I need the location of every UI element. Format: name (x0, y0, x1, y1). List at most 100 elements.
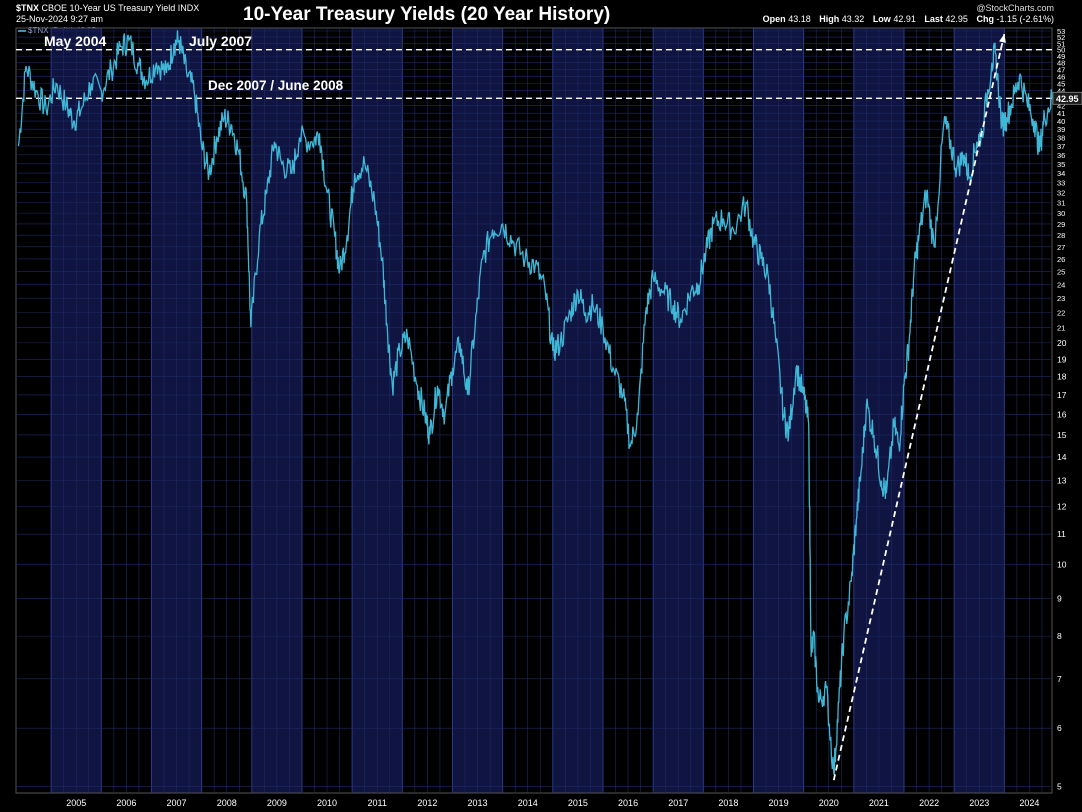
annotation-label: July 2007 (189, 33, 252, 49)
x-tick-label: 2012 (417, 798, 437, 808)
last-value-box (1052, 91, 1082, 105)
watermark: @StockCharts.com (976, 3, 1054, 13)
y-tick-label: 33 (1057, 179, 1065, 188)
last-value: 42.95 (945, 14, 968, 24)
x-tick-label: 2022 (919, 798, 939, 808)
y-tick-label: 20 (1057, 338, 1067, 348)
open-value: 43.18 (788, 14, 811, 24)
y-tick-label: 12 (1057, 501, 1067, 511)
y-tick-label: 7 (1057, 674, 1062, 684)
y-tick-label: 18 (1057, 372, 1067, 382)
y-axis: 5 6 7 8 9 10 11 12 13 14 15 16 17 18 19 20 21 22 23 24 25 26 2… (1057, 27, 1067, 792)
x-tick-label: 2015 (568, 798, 588, 808)
open-label: Open (762, 14, 786, 24)
symbol-description: CBOE 10-Year US Treasury Yield INDX (41, 3, 200, 13)
symbol-label: $TNX (16, 3, 40, 13)
y-tick-label: 37 (1057, 142, 1065, 151)
y-tick-label: 11 (1057, 529, 1066, 539)
trend-arrowhead (999, 34, 1006, 43)
x-tick-label: 2021 (869, 798, 889, 808)
annotation-label: May 2004 (44, 33, 106, 49)
annotation-label: Dec 2007 / June 2008 (208, 78, 344, 93)
y-tick-label: 53 (1057, 27, 1065, 36)
y-tick-label: 10 (1057, 560, 1067, 570)
y-tick-label: 35 (1057, 160, 1065, 169)
y-tick-label: 45 (1057, 79, 1065, 88)
high-label: High (819, 14, 840, 24)
y-tick-label: 30 (1057, 209, 1065, 218)
y-tick-label: 47 (1057, 65, 1065, 74)
y-tick-label: 34 (1057, 169, 1065, 178)
y-tick-label: 51 (1057, 39, 1065, 48)
x-tick-label: 2007 (167, 798, 187, 808)
last-value-label: 42.95 (1056, 94, 1079, 104)
yield-line (17, 30, 1053, 775)
y-tick-label: 38 (1057, 133, 1065, 142)
y-tick-label: 9 (1057, 593, 1062, 603)
y-tick-label: 31 (1057, 199, 1065, 208)
symbol-header: $TNX CBOE 10-Year US Treasury Yield INDX (16, 3, 199, 13)
trend-line-group (832, 33, 1006, 781)
x-tick-label: 2008 (217, 798, 237, 808)
y-tick-label: 28 (1057, 231, 1065, 240)
datetime-label: 25-Nov-2024 9:27 am (16, 14, 104, 24)
y-tick-label: 24 (1057, 281, 1065, 290)
y-tick-label: 46 (1057, 72, 1065, 81)
low-label: Low (872, 14, 891, 24)
y-tick-label: 40 (1057, 117, 1065, 126)
y-tick-label: 22 (1057, 308, 1065, 317)
price-stats: Open 43.18 High 43.32 Low 42.91 Last 42.… (757, 14, 1054, 24)
y-tick-label: 8 (1057, 631, 1062, 641)
y-tick-label: 26 (1057, 255, 1065, 264)
y-tick-label: 42 (1057, 101, 1065, 110)
annotations: May 2004 July 2007 Dec 2007 / June 2008 (44, 33, 344, 93)
y-tick-label: 21 (1057, 323, 1065, 332)
y-tick-label: 23 (1057, 294, 1065, 303)
y-tick-label: 15 (1057, 430, 1067, 440)
x-tick-label: 2016 (618, 798, 638, 808)
x-axis: 2005 2006 2007 2008 2009 2010 2011 2012 2013 2014… (66, 798, 1039, 808)
x-tick-label: 2013 (468, 798, 488, 808)
chg-label: Chg (976, 14, 994, 24)
y-tick-label: 13 (1057, 476, 1067, 486)
chart-title: 10-Year Treasury Yields (20 Year History… (243, 4, 611, 25)
x-tick-label: 2024 (1019, 798, 1039, 808)
last-label: Last (924, 14, 943, 24)
x-tick-label: 2017 (668, 798, 688, 808)
y-tick-label: 17 (1057, 390, 1067, 400)
y-tick-label: 39 (1057, 125, 1065, 134)
grid-lines (15, 27, 1053, 794)
plot-border (15, 27, 1053, 794)
y-tick-label: 14 (1057, 452, 1067, 462)
y-tick-label: 41 (1057, 109, 1065, 118)
y-tick-label: 49 (1057, 52, 1065, 61)
y-tick-label: 29 (1057, 220, 1065, 229)
x-tick-label: 2014 (518, 798, 538, 808)
x-tick-label: 2006 (116, 798, 136, 808)
y-tick-label: 27 (1057, 243, 1065, 252)
y-tick-label: 50 (1057, 46, 1065, 55)
y-tick-label: 44 (1057, 87, 1065, 96)
x-tick-label: 2009 (267, 798, 287, 808)
high-value: 43.32 (841, 14, 865, 24)
y-tick-label: 36 (1057, 151, 1065, 160)
yield-series (17, 30, 1053, 775)
low-value: 42.91 (893, 14, 916, 24)
last-value-marker: 42.95 (1052, 91, 1082, 105)
chg-value: -1.15 (-2.61%) (996, 14, 1054, 24)
y-tick-label: 25 (1057, 267, 1065, 276)
y-tick-label: 5 (1057, 782, 1062, 792)
y-tick-label: 16 (1057, 409, 1067, 419)
y-tick-label: 52 (1057, 33, 1065, 42)
y-tick-label: 48 (1057, 59, 1065, 68)
y-tick-label: 6 (1057, 723, 1062, 733)
x-tick-label: 2019 (769, 798, 789, 808)
y-tick-label: 32 (1057, 188, 1065, 197)
reference-lines (16, 48, 1052, 99)
x-tick-label: 2020 (819, 798, 839, 808)
x-tick-label: 2010 (317, 798, 337, 808)
x-tick-label: 2018 (718, 798, 738, 808)
y-tick-label: 19 (1057, 354, 1067, 364)
